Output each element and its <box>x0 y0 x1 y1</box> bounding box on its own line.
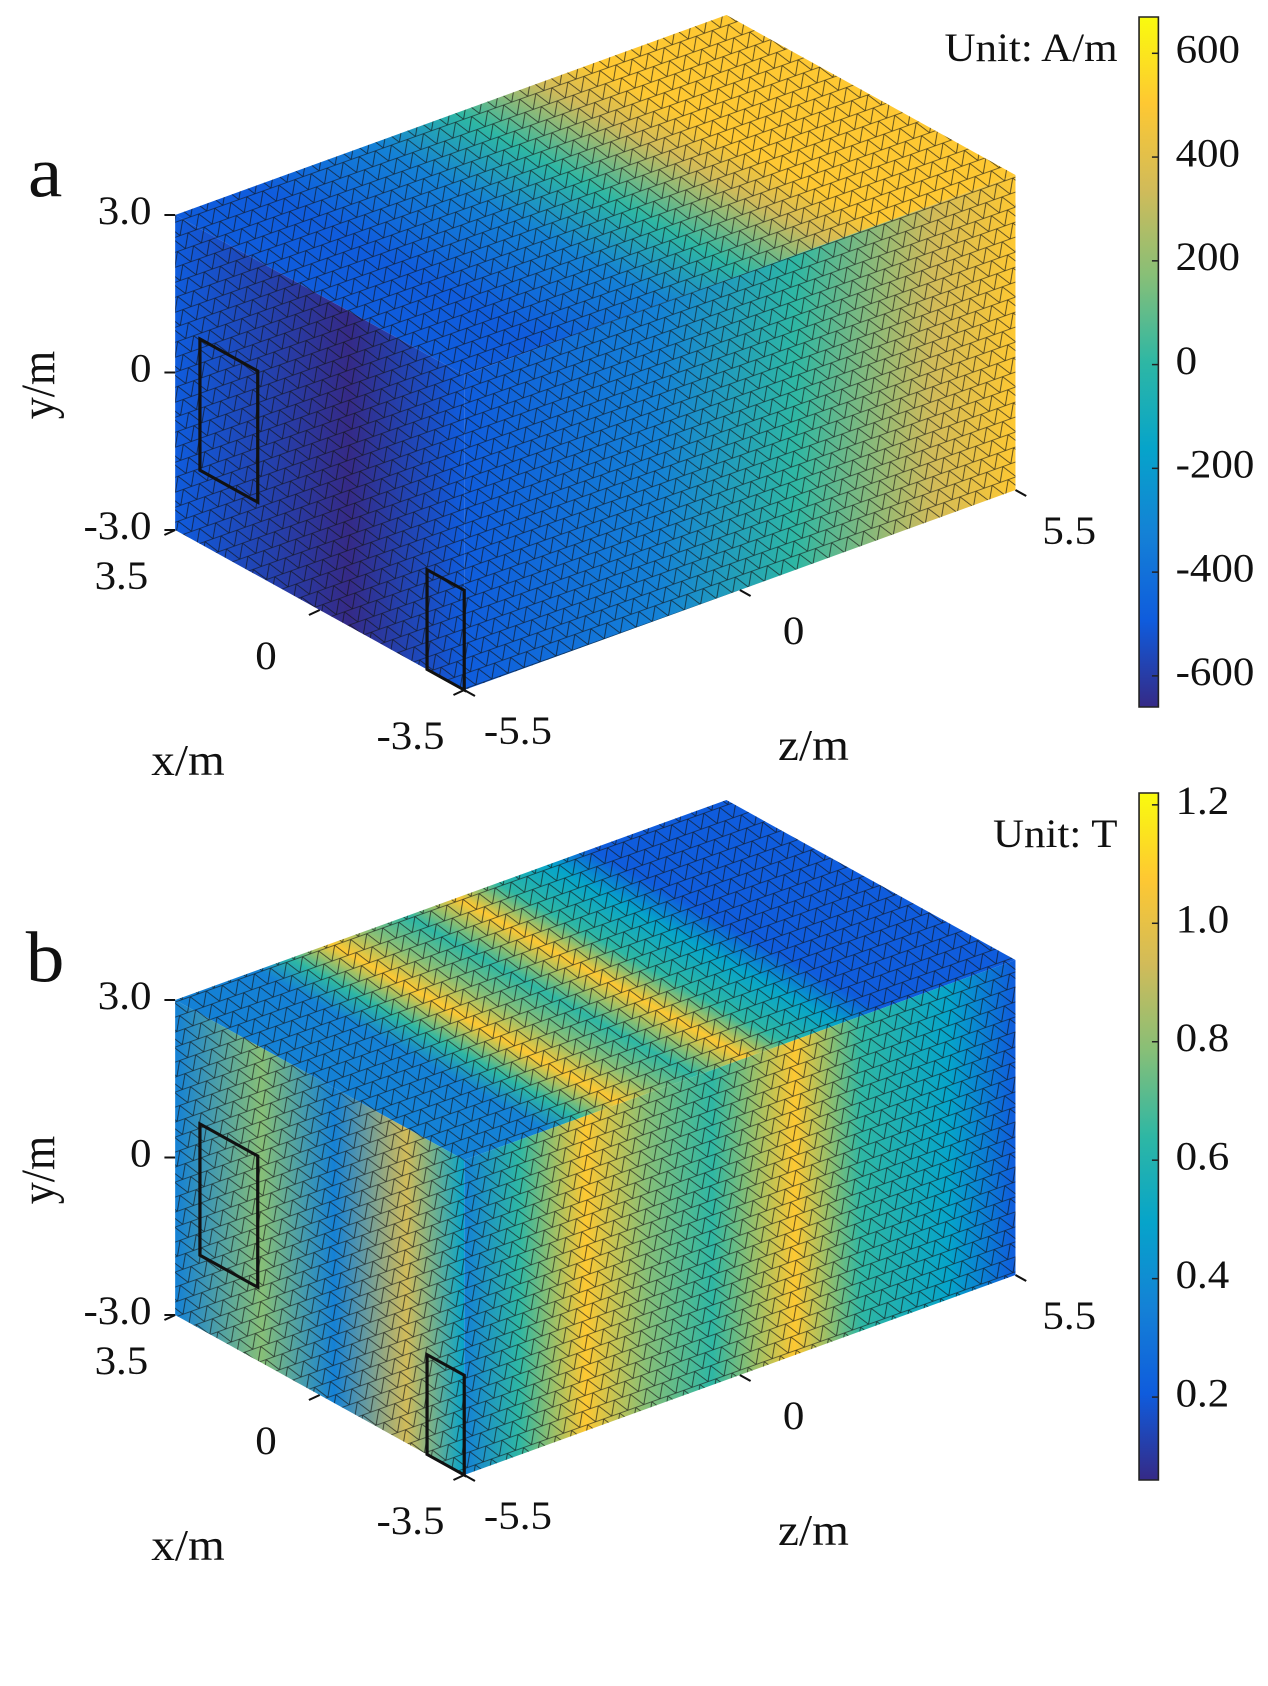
panel-label: a <box>28 133 62 213</box>
z-tick <box>739 589 752 597</box>
colorbar-tick-label: -600 <box>1176 649 1255 693</box>
x-tick-label: 0 <box>255 1419 276 1463</box>
colorbar-tick-label: 0.2 <box>1176 1371 1230 1415</box>
colorbar-tick-label: 0 <box>1176 338 1197 382</box>
x-axis-label: x/m <box>151 736 225 785</box>
x-tick-label: 3.5 <box>95 1339 149 1383</box>
colorbar-tick-label: 1.0 <box>1176 897 1230 941</box>
mesh-overlay <box>464 175 1016 690</box>
z-tick <box>1014 489 1027 497</box>
z-tick-label: -5.5 <box>484 709 552 753</box>
z-tick-label: 0 <box>783 1394 804 1438</box>
x-tick-label: -3.5 <box>376 1499 444 1543</box>
colorbar-tick-label: 400 <box>1176 131 1240 175</box>
x-tick <box>452 1474 465 1481</box>
z-axis-label: z/m <box>778 1506 849 1555</box>
colorbar <box>1138 16 1160 708</box>
opening <box>198 1121 260 1290</box>
z-axis-label: z/m <box>778 721 849 770</box>
colorbar-tick-label: 600 <box>1176 27 1240 71</box>
colorbar-tick-label: 0.8 <box>1176 1015 1230 1059</box>
y-tick-label: 3.0 <box>98 189 152 233</box>
colorbar-tick-label: 1.2 <box>1176 778 1230 822</box>
y-axis-label: y/m <box>11 351 64 419</box>
colorbar-tick-label: 0.6 <box>1176 1134 1230 1178</box>
mesh-overlay <box>464 960 1016 1475</box>
x-tick-label: 3.5 <box>95 554 149 598</box>
x-tick <box>163 1314 176 1321</box>
opening <box>198 336 260 505</box>
y-tick-label: 3.0 <box>98 974 152 1018</box>
z-tick-label: -5.5 <box>484 1494 552 1538</box>
x-tick-label: 0 <box>255 634 276 678</box>
x-tick <box>308 609 321 616</box>
y-tick-label: 0 <box>130 346 151 390</box>
z-tick <box>739 1374 752 1382</box>
colorbar-tick-label: 200 <box>1176 234 1240 278</box>
y-tick-label: -3.0 <box>83 504 151 548</box>
mesh-overlay <box>175 15 1016 375</box>
z-tick <box>1014 1274 1027 1282</box>
x-tick <box>452 689 465 696</box>
x-tick <box>308 1394 321 1401</box>
colorbar-tick-label: -400 <box>1176 546 1255 590</box>
y-tick-label: 0 <box>130 1131 151 1175</box>
colorbar <box>1138 792 1160 1481</box>
z-tick-label: 0 <box>783 609 804 653</box>
z-tick-label: 5.5 <box>1042 1294 1096 1338</box>
unit-label: Unit: T <box>993 812 1118 856</box>
z-tick <box>463 1474 476 1482</box>
mesh-overlay <box>175 800 1016 1160</box>
colorbar-tick-label: -200 <box>1176 442 1255 486</box>
z-tick <box>463 689 476 697</box>
unit-label: Unit: A/m <box>944 26 1117 70</box>
mesh-overlay <box>175 215 465 690</box>
z-tick-label: 5.5 <box>1042 509 1096 553</box>
y-tick-label: -3.0 <box>83 1289 151 1333</box>
x-axis-label: x/m <box>151 1521 225 1570</box>
colorbar-tick-label: 0.4 <box>1176 1252 1230 1296</box>
y-axis-label: y/m <box>11 1136 64 1204</box>
x-tick <box>163 529 176 536</box>
x-tick-label: -3.5 <box>376 714 444 758</box>
panel-label: b <box>26 918 65 998</box>
mesh-overlay <box>175 1000 465 1475</box>
